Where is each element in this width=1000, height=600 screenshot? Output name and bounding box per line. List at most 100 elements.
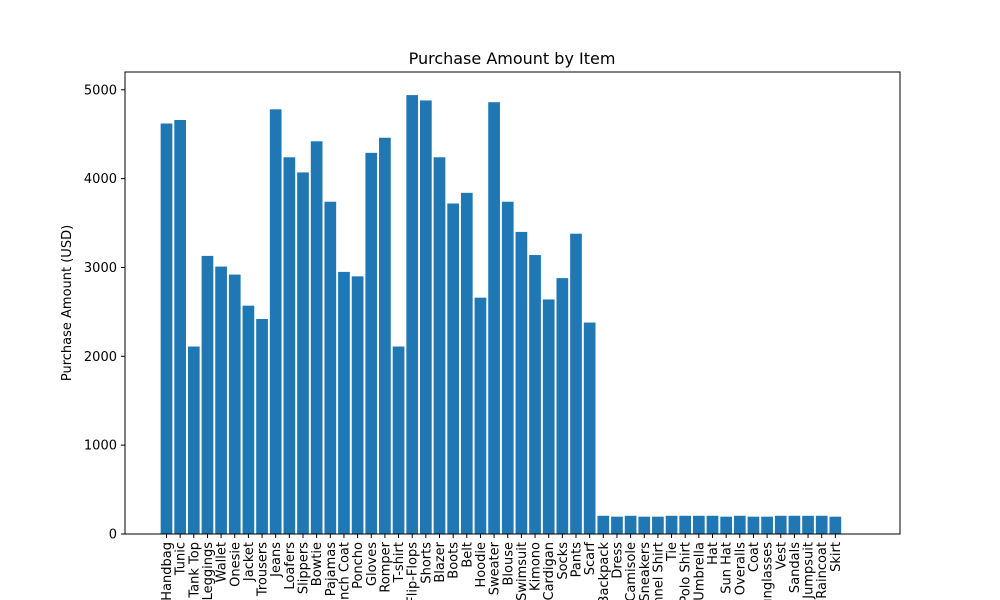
bar-bowtie [310,141,323,535]
x-tick-label: Polo Shirt [679,542,694,600]
bar-sweater [488,102,500,535]
bar-belt [460,192,473,534]
x-tick-label: Sweater [488,541,503,595]
x-tick-label: Skirt [829,542,844,572]
x-tick-label: Sandals [788,542,803,593]
x-tick-label: Pants [570,542,585,578]
y-tick-label: 2000 [84,350,117,365]
x-tick-label: Blouse [501,542,516,586]
bar-sandals [788,515,801,534]
bar-wallet [215,266,227,534]
bar-sneakers [638,516,651,534]
x-tick-label: Pajamas [324,542,339,596]
x-tick-label: Onesie [228,542,243,587]
bar-vest [774,515,787,534]
bar-tunic [174,119,186,534]
x-tick-label: Raincoat [815,542,830,599]
x-tick-label: Wallet [215,542,230,582]
x-tick-label: Kimono [529,542,544,591]
x-tick-label: Camisole [624,542,639,600]
bar-flannel-shirt [652,516,664,534]
y-tick-label: 5000 [84,83,117,98]
x-tick-label: Dress [610,542,625,579]
bar-jacket [242,305,255,534]
x-tick-label: Jeans [269,542,284,578]
bar-dress [611,516,623,534]
bar-pants [570,233,582,534]
x-tick-label: Sun Hat [720,542,735,594]
x-tick-label: Bowtie [310,542,325,586]
x-tick-label: Cardigan [542,542,557,600]
x-tick-label: Jumpsuit [802,542,817,600]
y-tick-label: 1000 [84,439,117,454]
x-tick-label: Trench Coat [337,542,352,600]
x-tick-label: Trousers [256,542,271,597]
bar-shorts [420,100,432,535]
y-axis: 0 1000 2000 3000 4000 5000 [84,83,125,543]
bar-onesie [228,274,241,534]
bar-skirt [829,516,842,534]
chart-title: Purchase Amount by Item [409,49,616,68]
x-tick-label: Flip-Flops [406,542,421,600]
y-tick-label: 3000 [84,261,117,276]
bar-trench-coat [338,271,350,534]
x-tick-label: Slippers [297,542,312,594]
x-tick-label: Vest [774,542,789,570]
bar-jeans [269,109,282,534]
bar-sun-hat [720,516,732,534]
bar-handbag [160,123,173,534]
x-tick-label: Shorts [419,542,434,584]
x-tick-label: Loafers [283,542,298,590]
x-tick-label: Gloves [365,542,380,586]
x-tick-label: Overalls [733,542,748,595]
bar-slippers [297,172,309,534]
x-tick-label: Coat [747,542,762,572]
bar-cardigan [542,299,555,534]
bar-hoodie [474,297,487,534]
plot-frame [124,71,901,535]
x-tick-label: Socks [556,542,571,580]
x-tick-label: Tank Top [187,542,202,599]
x-tick-label: Swimsuit [515,542,530,600]
bar-scarf [583,322,596,534]
bar-polo-shirt [679,515,692,534]
y-tick-label: 0 [109,528,117,543]
x-tick-label: Sunglasses [761,542,776,600]
bar-raincoat [815,515,828,534]
bar-flip-flops [406,95,419,534]
bar-coat [747,516,760,534]
bar-tank-top [187,346,200,534]
bar-kimono [529,255,541,534]
bar-boots [447,203,459,535]
x-tick-label: Blazer [433,541,448,582]
x-tick-label: Hoodie [474,542,489,588]
x-tick-label: Boots [447,542,462,579]
x-tick-label: Belt [460,542,475,568]
x-tick-label: T-shirt [392,542,407,584]
bar-poncho [351,276,364,534]
bar-pajamas [324,201,337,534]
bar-loafers [283,157,296,535]
x-tick-label: Sneakers [638,542,653,600]
bar-socks [556,278,569,534]
bar-umbrella [693,515,705,534]
bar-sunglasses [761,516,773,534]
bar-romper [379,137,391,534]
bar-hat [706,515,719,534]
x-tick-label: Leggings [201,542,216,600]
bar-gloves [365,152,378,534]
bar-jumpsuit [802,515,814,534]
bars-group [160,95,842,535]
x-tick-label: Tie [665,542,680,562]
x-tick-label: Hat [706,542,721,565]
bar-blouse [501,201,514,534]
x-tick-label: Jacket [242,542,257,582]
bar-tie [665,515,678,534]
bar-leggings [201,255,214,534]
x-tick-label: Backpack [597,542,612,600]
x-tick-label: Umbrella [692,542,707,600]
x-tick-label: Handbag [160,542,175,600]
bar-backpack [597,515,610,534]
x-tick-label: Tunic [174,542,189,576]
